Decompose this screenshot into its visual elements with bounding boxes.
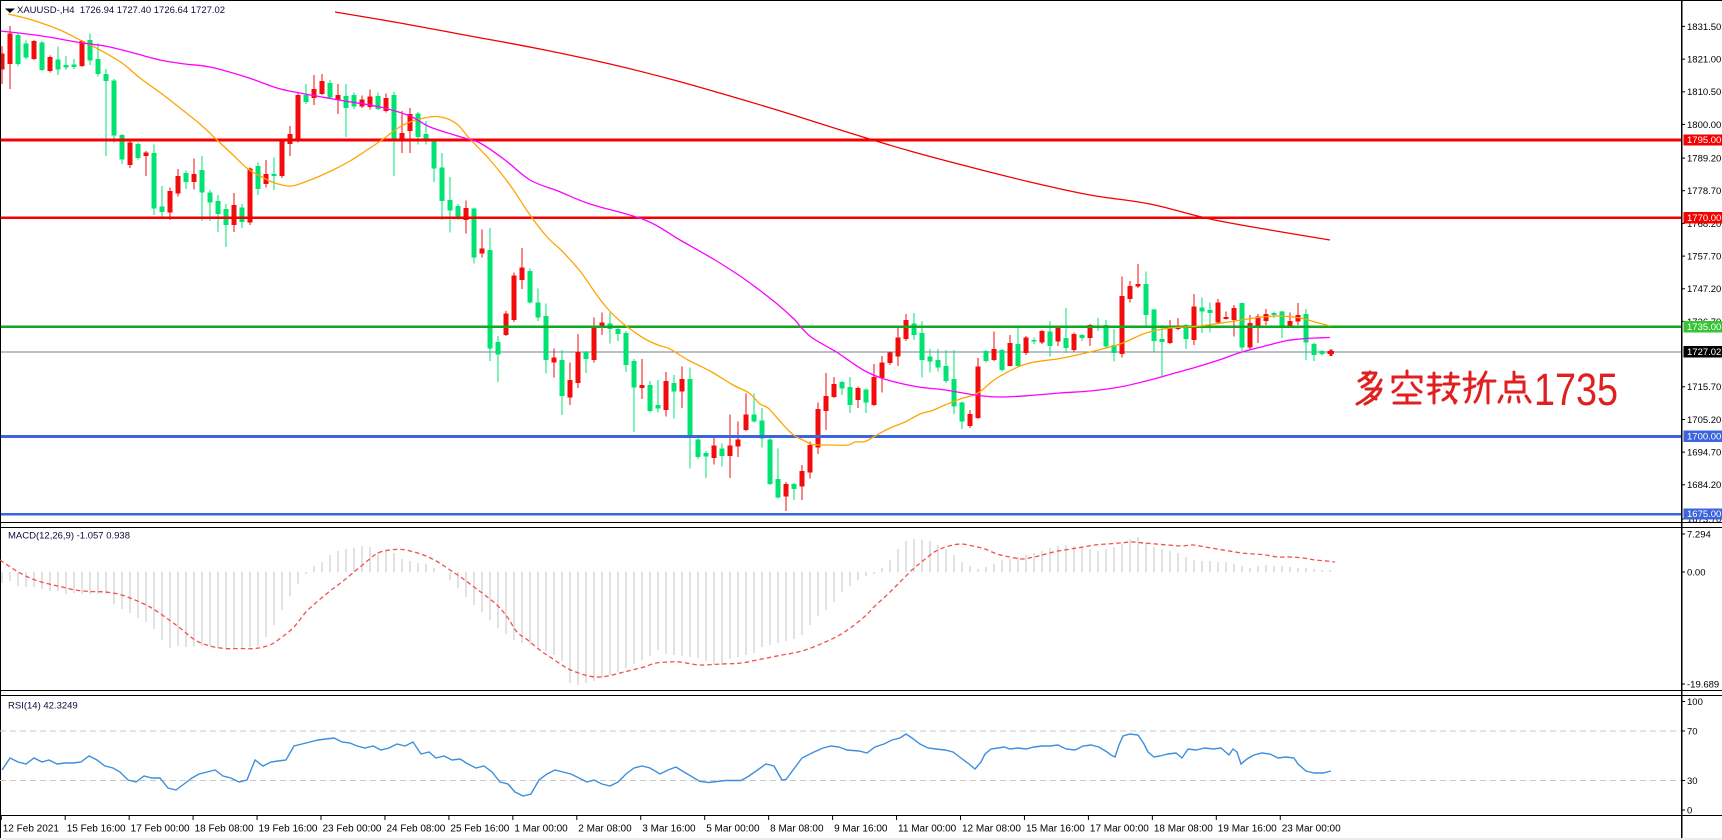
svg-text:18 Feb 08:00: 18 Feb 08:00: [195, 824, 254, 835]
svg-text:1768.20: 1768.20: [1687, 219, 1721, 230]
svg-text:1727.02: 1727.02: [1687, 347, 1721, 358]
svg-text:1 Mar 00:00: 1 Mar 00:00: [514, 824, 568, 835]
svg-text:1800.00: 1800.00: [1687, 120, 1721, 131]
svg-text:12 Feb 2021: 12 Feb 2021: [3, 824, 60, 835]
svg-text:9 Mar 16:00: 9 Mar 16:00: [834, 824, 888, 835]
svg-text:70: 70: [1687, 726, 1698, 737]
svg-text:1770.00: 1770.00: [1687, 213, 1721, 224]
svg-text:RSI(14) 42.3249: RSI(14) 42.3249: [8, 701, 78, 712]
svg-text:1735: 1735: [1534, 364, 1618, 415]
svg-text:30: 30: [1687, 776, 1698, 787]
svg-text:3 Mar 16:00: 3 Mar 16:00: [642, 824, 696, 835]
svg-text:1694.70: 1694.70: [1687, 448, 1721, 459]
svg-text:17 Feb 00:00: 17 Feb 00:00: [131, 824, 190, 835]
svg-text:25 Feb 16:00: 25 Feb 16:00: [450, 824, 509, 835]
svg-text:1821.00: 1821.00: [1687, 55, 1721, 66]
svg-text:1831.50: 1831.50: [1687, 22, 1721, 33]
svg-text:12 Mar 08:00: 12 Mar 08:00: [962, 824, 1021, 835]
svg-text:17 Mar 00:00: 17 Mar 00:00: [1090, 824, 1149, 835]
svg-text:11 Mar 00:00: 11 Mar 00:00: [898, 824, 957, 835]
svg-text:-19.689: -19.689: [1687, 679, 1719, 690]
svg-text:1673.70: 1673.70: [1687, 514, 1721, 525]
svg-text:8 Mar 08:00: 8 Mar 08:00: [770, 824, 824, 835]
svg-text:15 Feb 16:00: 15 Feb 16:00: [67, 824, 126, 835]
svg-text:5 Mar 00:00: 5 Mar 00:00: [706, 824, 760, 835]
svg-text:23 Feb 00:00: 23 Feb 00:00: [323, 824, 382, 835]
svg-text:0.00: 0.00: [1687, 567, 1706, 578]
svg-text:15 Mar 16:00: 15 Mar 16:00: [1026, 824, 1085, 835]
svg-text:1778.70: 1778.70: [1687, 186, 1721, 197]
svg-text:1789.20: 1789.20: [1687, 154, 1721, 165]
svg-text:19 Feb 16:00: 19 Feb 16:00: [259, 824, 318, 835]
svg-text:2 Mar 08:00: 2 Mar 08:00: [578, 824, 632, 835]
svg-text:19 Mar 16:00: 19 Mar 16:00: [1218, 824, 1277, 835]
svg-text:1705.20: 1705.20: [1687, 415, 1721, 426]
svg-text:1747.20: 1747.20: [1687, 284, 1721, 295]
svg-text:1675.00: 1675.00: [1687, 509, 1721, 520]
svg-text:7.294: 7.294: [1687, 529, 1711, 540]
svg-text:1700.00: 1700.00: [1687, 432, 1721, 443]
svg-text:MACD(12,26,9) -1.057 0.938: MACD(12,26,9) -1.057 0.938: [8, 531, 130, 542]
svg-text:1735.00: 1735.00: [1687, 322, 1721, 333]
svg-text:24 Feb 08:00: 24 Feb 08:00: [386, 824, 445, 835]
svg-text:XAUUSD-,H4 1726.94 1727.40 17: XAUUSD-,H4 1726.94 1727.40 1726.64 1727.…: [17, 5, 225, 16]
svg-text:1715.70: 1715.70: [1687, 382, 1721, 393]
svg-text:23 Mar 00:00: 23 Mar 00:00: [1282, 824, 1341, 835]
svg-text:0: 0: [1687, 805, 1692, 816]
svg-text:100: 100: [1687, 697, 1703, 708]
svg-text:1757.70: 1757.70: [1687, 252, 1721, 263]
svg-text:1795.00: 1795.00: [1687, 135, 1721, 146]
svg-text:1684.20: 1684.20: [1687, 480, 1721, 491]
svg-text:1810.50: 1810.50: [1687, 87, 1721, 98]
svg-text:18 Mar 08:00: 18 Mar 08:00: [1154, 824, 1213, 835]
